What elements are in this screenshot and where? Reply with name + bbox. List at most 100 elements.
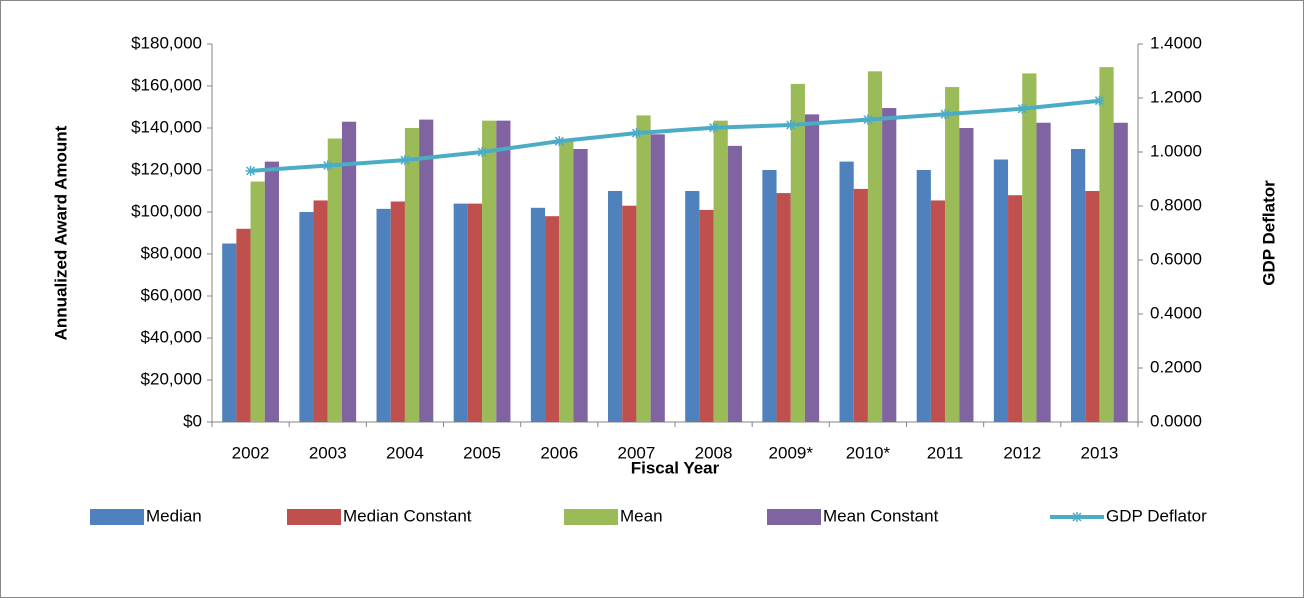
x-tick-label: 2010* <box>846 443 891 462</box>
marker-stroke <box>940 109 950 119</box>
marker-stroke <box>554 136 564 146</box>
x-tick-label: 2002 <box>232 443 270 462</box>
bar <box>496 120 511 423</box>
marker-stroke <box>1017 104 1027 114</box>
bar <box>453 203 468 422</box>
bar <box>1071 149 1086 422</box>
bar <box>685 191 700 422</box>
y-tick-label: $40,000 <box>141 327 202 346</box>
x-tick-label: 2013 <box>1081 443 1119 462</box>
line-marker <box>1094 95 1105 106</box>
y-tick-label: $180,000 <box>131 33 202 52</box>
legend-label: Median <box>146 506 202 525</box>
y-tick-label: $20,000 <box>141 369 202 388</box>
line-marker <box>862 114 873 125</box>
y-tick-label: $100,000 <box>131 201 202 220</box>
bar <box>853 188 868 422</box>
x-axis-title: Fiscal Year <box>631 458 720 477</box>
line-marker <box>245 165 256 176</box>
line-marker <box>322 160 333 171</box>
bar <box>482 120 497 423</box>
line-marker <box>477 147 488 157</box>
legend-label: Median Constant <box>343 506 472 525</box>
bar <box>713 120 728 423</box>
line-marker <box>785 120 796 130</box>
bar <box>867 71 883 423</box>
bar <box>1099 67 1114 422</box>
marker-stroke <box>631 128 641 138</box>
legend-swatch <box>90 509 144 525</box>
marker-stroke <box>786 120 796 130</box>
y-tick-label: $80,000 <box>141 243 202 262</box>
x-tick-label: 2004 <box>386 443 424 462</box>
bar <box>341 121 357 422</box>
bar <box>993 159 1009 422</box>
y2-tick-label: 0.0000 <box>1150 411 1202 430</box>
bar <box>390 201 405 422</box>
bar <box>839 161 854 422</box>
bar <box>559 140 574 422</box>
marker-stroke <box>477 147 487 157</box>
bar <box>467 203 483 422</box>
legend-label: Mean Constant <box>823 506 939 525</box>
x-tick-label: 2005 <box>463 443 501 462</box>
y-axis-title: Annualized Award Amount <box>51 125 70 340</box>
bar <box>545 216 560 422</box>
bar <box>327 138 342 422</box>
bar <box>1085 191 1100 422</box>
marker-stroke <box>1094 96 1104 106</box>
marker-stroke <box>709 123 719 133</box>
y2-tick-label: 0.8000 <box>1150 195 1202 214</box>
bar <box>930 200 946 422</box>
y2-tick-label: 1.0000 <box>1150 141 1202 160</box>
y2-tick-label: 1.4000 <box>1150 33 1202 52</box>
bar <box>790 83 805 423</box>
bar <box>313 200 328 422</box>
bar <box>264 161 279 422</box>
bar <box>530 207 546 422</box>
marker-stroke <box>400 155 410 165</box>
bar <box>1113 122 1128 422</box>
bar <box>727 145 742 422</box>
x-tick-label: 2003 <box>309 443 347 462</box>
legend-swatch <box>564 509 618 525</box>
bar <box>776 193 791 422</box>
legend-label: GDP Deflator <box>1106 506 1207 525</box>
line-marker <box>940 109 951 120</box>
bar <box>376 208 391 422</box>
bar <box>959 128 974 422</box>
bar <box>916 170 931 422</box>
bar <box>573 149 588 422</box>
y2-tick-label: 0.6000 <box>1150 249 1202 268</box>
bar <box>699 209 714 422</box>
y-tick-label: $0 <box>183 411 202 430</box>
line-marker <box>554 136 565 147</box>
y2-tick-label: 1.2000 <box>1150 87 1202 106</box>
marker-stroke <box>1072 512 1082 522</box>
bar <box>608 191 623 422</box>
bar <box>804 114 820 422</box>
bar <box>404 128 420 422</box>
bar <box>419 119 434 422</box>
line-marker <box>399 155 410 166</box>
bar <box>882 108 897 423</box>
bar <box>1022 73 1037 423</box>
y2-axis-title: GDP Deflator <box>1259 180 1278 286</box>
legend-marker <box>1072 512 1082 522</box>
line-marker <box>631 128 642 139</box>
x-tick-label: 2008 <box>695 443 733 462</box>
x-tick-label: 2007 <box>618 443 656 462</box>
bar <box>236 228 251 422</box>
marker-stroke <box>863 115 873 125</box>
legend-label: Mean <box>620 506 663 525</box>
bar <box>650 134 665 423</box>
bar <box>762 170 777 422</box>
y-tick-label: $120,000 <box>131 159 202 178</box>
bar <box>636 115 651 423</box>
bar <box>1036 122 1051 422</box>
x-tick-label: 2012 <box>1003 443 1041 462</box>
line <box>250 98 1100 173</box>
y-tick-label: $60,000 <box>141 285 202 304</box>
y2-tick-label: 0.2000 <box>1150 357 1202 376</box>
bar <box>945 87 960 423</box>
